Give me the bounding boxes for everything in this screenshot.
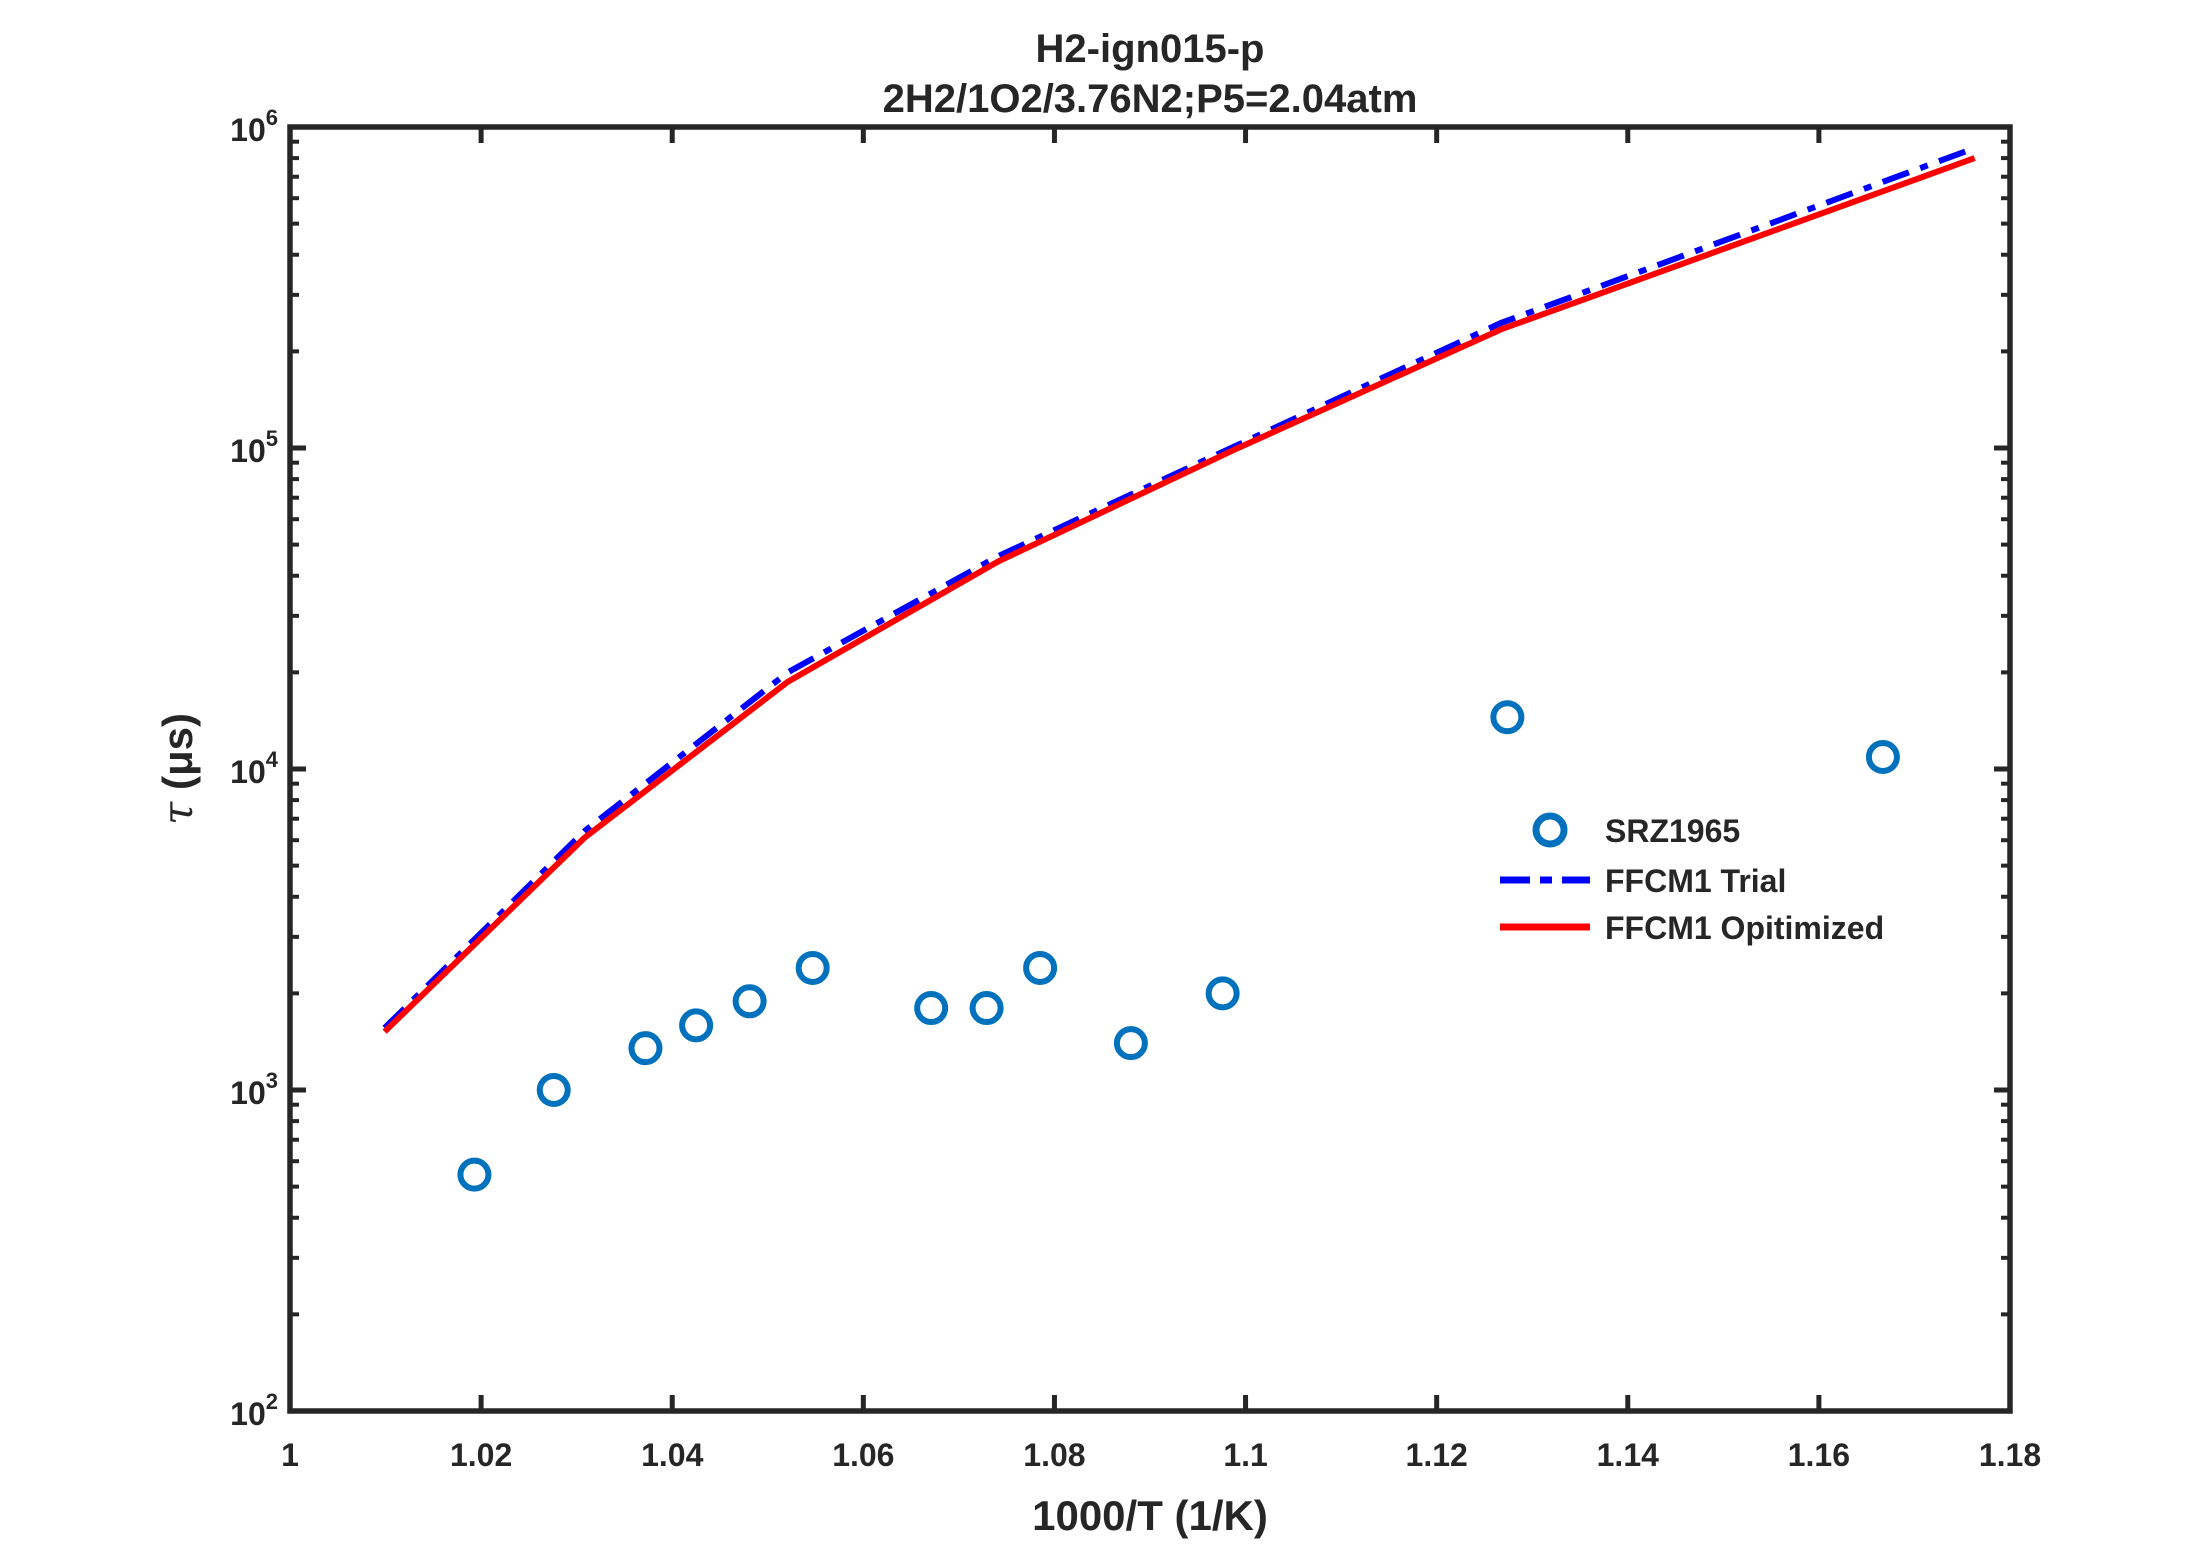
x-tick-label: 1.12 [1406,1437,1468,1473]
data-point [628,1031,663,1066]
y-axis-unit: (μs) [154,713,201,790]
x-tick-label: 1.04 [641,1437,703,1473]
data-point [1865,739,1900,774]
series-line-1 [382,145,1976,1031]
data-point [1490,700,1525,735]
chart-title: H2-ign015-p [1036,27,1265,71]
data-point [795,950,830,985]
data-point [536,1073,571,1107]
data-point [914,991,949,1026]
x-tick-label: 1.08 [1023,1437,1085,1473]
series-line-2 [382,155,1976,1034]
axes-box [287,124,2013,1414]
legend-label: FFCM1 Trial [1605,863,1786,899]
y-tick-label: 106 [230,105,278,148]
data-point [1205,976,1240,1011]
legend-label: FFCM1 Opitimized [1605,910,1884,946]
x-tick-label: 1.1 [1223,1437,1267,1473]
y-axis-symbol: τ [153,801,202,825]
legend-marker [1532,812,1568,848]
x-tick-label: 1.18 [1979,1437,2041,1473]
data-point [732,984,767,1019]
data-point [969,991,1004,1026]
legend: SRZ1965 FFCM1 Trial FFCM1 Opitimized [1500,812,1884,946]
data-point [1113,1026,1148,1061]
x-tick-label: 1 [281,1437,299,1473]
y-tick-label: 105 [230,426,278,469]
data-point [457,1157,492,1192]
data-point [679,1008,714,1043]
x-tick-label: 1.02 [450,1437,512,1473]
x-tick-label: 1.06 [832,1437,894,1473]
x-tick-label: 1.14 [1597,1437,1659,1473]
legend-label: SRZ1965 [1605,813,1740,849]
y-tick-label: 104 [230,747,279,790]
y-tick-label: 102 [230,1389,278,1432]
y-tick-label: 103 [230,1068,278,1111]
x-axis-label: 1000/T (1/K) [1032,1492,1268,1539]
chart-subtitle: 2H2/1O2/3.76N2;P5=2.04atm [883,77,1418,121]
data-point [1023,950,1058,985]
x-tick-label: 1.16 [1788,1437,1850,1473]
y-axis-label: τ (μs) [153,713,202,825]
